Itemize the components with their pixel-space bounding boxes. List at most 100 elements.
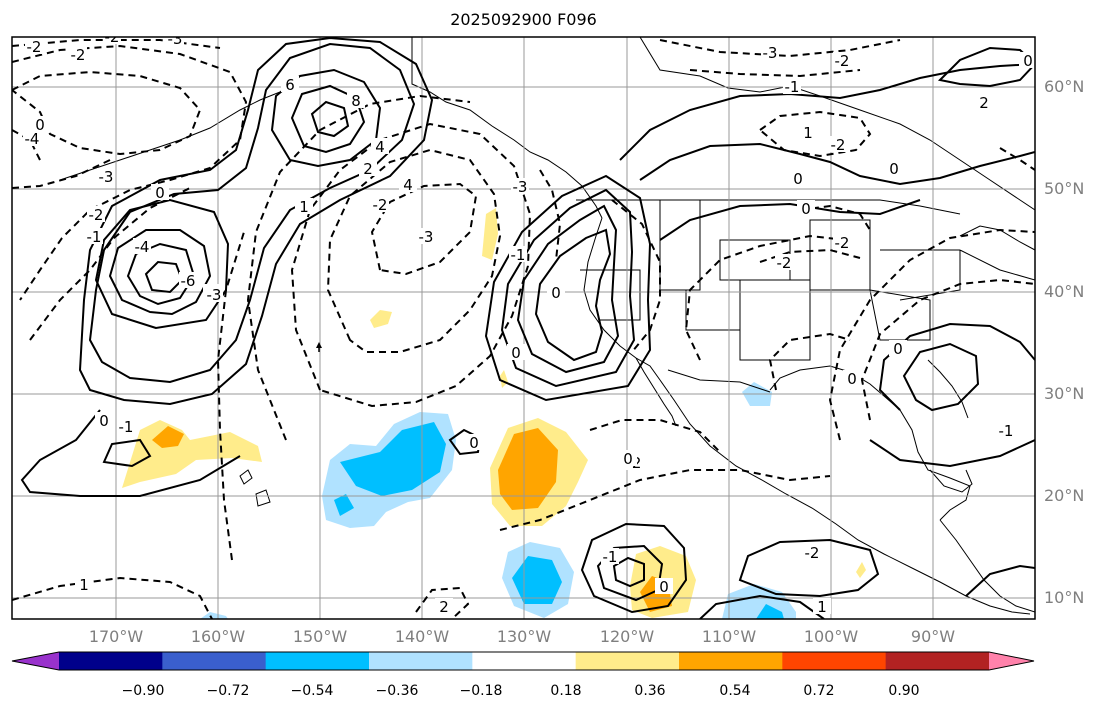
contour-label-bg	[789, 170, 807, 186]
pos-contour-13	[516, 204, 620, 374]
contour-label-bg	[601, 548, 619, 564]
contour-label: 0	[1023, 52, 1033, 70]
border-us-mexico	[667, 369, 771, 393]
contour-label: 0	[893, 340, 903, 358]
pos-contour-11	[102, 438, 152, 468]
colorbar-segment	[885, 652, 990, 670]
neg-contour-25	[860, 278, 1035, 421]
contour-label-bg	[507, 344, 525, 360]
contour-label-bg	[31, 116, 49, 132]
shade-blue-sw	[200, 612, 228, 619]
contour-label-bg	[87, 206, 105, 222]
neg-contour-12	[611, 199, 661, 353]
pos-contour-12	[534, 228, 612, 362]
neg-contour-4	[12, 159, 111, 189]
contour-label-bg	[509, 246, 527, 262]
contour-label: 1	[817, 598, 827, 616]
colorbar-extend-low	[12, 652, 59, 670]
pos-contour-7	[310, 100, 350, 138]
colorbar-tick-7: 0.36	[634, 683, 666, 699]
contour-label: 0	[511, 344, 521, 362]
lon-label-130w: 130°W	[496, 627, 552, 646]
contour-label: -2	[27, 38, 42, 56]
map-title: 2025092900 F096	[450, 10, 597, 29]
contour-label: 0	[889, 160, 899, 178]
contour-label-bg	[803, 544, 821, 560]
contour-label: 2	[439, 598, 449, 616]
contour-label-bg	[547, 284, 565, 300]
contour-label-bg	[97, 168, 115, 184]
contour-label-group: -2-2-3-20-4-3-2-10-4-3684214-6-3-3-2-3-1…	[23, 30, 1035, 616]
contour-label-bg	[179, 272, 197, 288]
contour-label-bg	[833, 52, 851, 68]
lon-label-120w: 120°W	[599, 627, 655, 646]
lat-label-10n: 10°N	[1044, 588, 1085, 607]
neg-contour-1	[12, 70, 202, 156]
shade-cyan-small	[334, 494, 354, 516]
contour-label-bg	[435, 598, 453, 614]
colorbar-segment	[782, 652, 887, 670]
coast-gulf-mexico	[769, 365, 971, 521]
lon-label-150w: 150°W	[292, 627, 348, 646]
contour-label: -2	[71, 46, 86, 64]
coast-hudson	[639, 37, 1035, 211]
contour-label: -1	[87, 228, 102, 246]
contour-label-bg	[75, 576, 93, 592]
contour-label: -3	[763, 44, 778, 62]
contour-label: 0	[847, 370, 857, 388]
colorbar-extend-high	[989, 652, 1034, 670]
contour-label-bg	[371, 196, 389, 212]
pos-contour-23	[580, 522, 688, 614]
contour-label-bg	[975, 94, 993, 110]
neg-contour-27	[12, 129, 41, 161]
contour-label-bg	[347, 92, 365, 108]
neg-contour-8	[290, 122, 532, 408]
contour-label: 8	[351, 92, 361, 110]
contour-label: -2	[835, 52, 850, 70]
lon-label-170w: 170°W	[88, 627, 144, 646]
pos-contour-10	[20, 409, 241, 497]
colorbar-tick-6: 0.18	[550, 683, 582, 699]
contour-label: -3	[168, 30, 183, 48]
pos-contour-20	[878, 322, 1035, 411]
contour-label-bg	[417, 228, 435, 244]
contour-label-bg	[797, 200, 815, 216]
contour-label: -3	[513, 178, 528, 196]
neg-contour-13	[684, 234, 847, 361]
pos-contour-16	[619, 63, 1035, 161]
coast-yucatan	[929, 469, 973, 493]
colorbar-tick-1: −0.90	[121, 683, 165, 699]
pos-contour-27	[699, 594, 825, 619]
map-frame	[11, 36, 1036, 620]
colorbar-segment	[472, 652, 577, 670]
contour-label-bg	[151, 184, 169, 200]
contour-label-bg	[775, 254, 793, 270]
colorbar-tick-5: −0.18	[459, 683, 503, 699]
contour-label: 0	[155, 184, 165, 202]
contour-label: -4	[135, 238, 150, 256]
contour-label: 1	[79, 576, 89, 594]
neg-contour-16	[415, 586, 470, 619]
contour-label: 0	[35, 116, 45, 134]
shade-cyan-se	[756, 604, 784, 619]
contour-label: -2	[831, 136, 846, 154]
colorbar-segment	[575, 652, 680, 670]
colorbar	[11, 651, 1035, 671]
pos-contour-29	[965, 564, 1035, 597]
contour-label: -3	[99, 168, 114, 186]
pos-contour-9	[78, 37, 434, 406]
shade-orange-hawaii	[152, 426, 184, 448]
coast-west-na	[583, 217, 1031, 615]
contour-label: 1	[803, 124, 813, 142]
lon-label-140w: 140°W	[394, 627, 450, 646]
pos-contour-19	[937, 46, 1035, 88]
contour-label: 0	[801, 200, 811, 218]
contour-label: -2	[89, 206, 104, 224]
contour-label: 2	[363, 160, 373, 178]
contour-label: 1	[299, 198, 309, 216]
neg-contour-24	[828, 228, 1035, 441]
contour-label: 0	[623, 450, 633, 468]
contour-label: -3	[419, 228, 434, 246]
contour-label-bg	[465, 434, 483, 450]
